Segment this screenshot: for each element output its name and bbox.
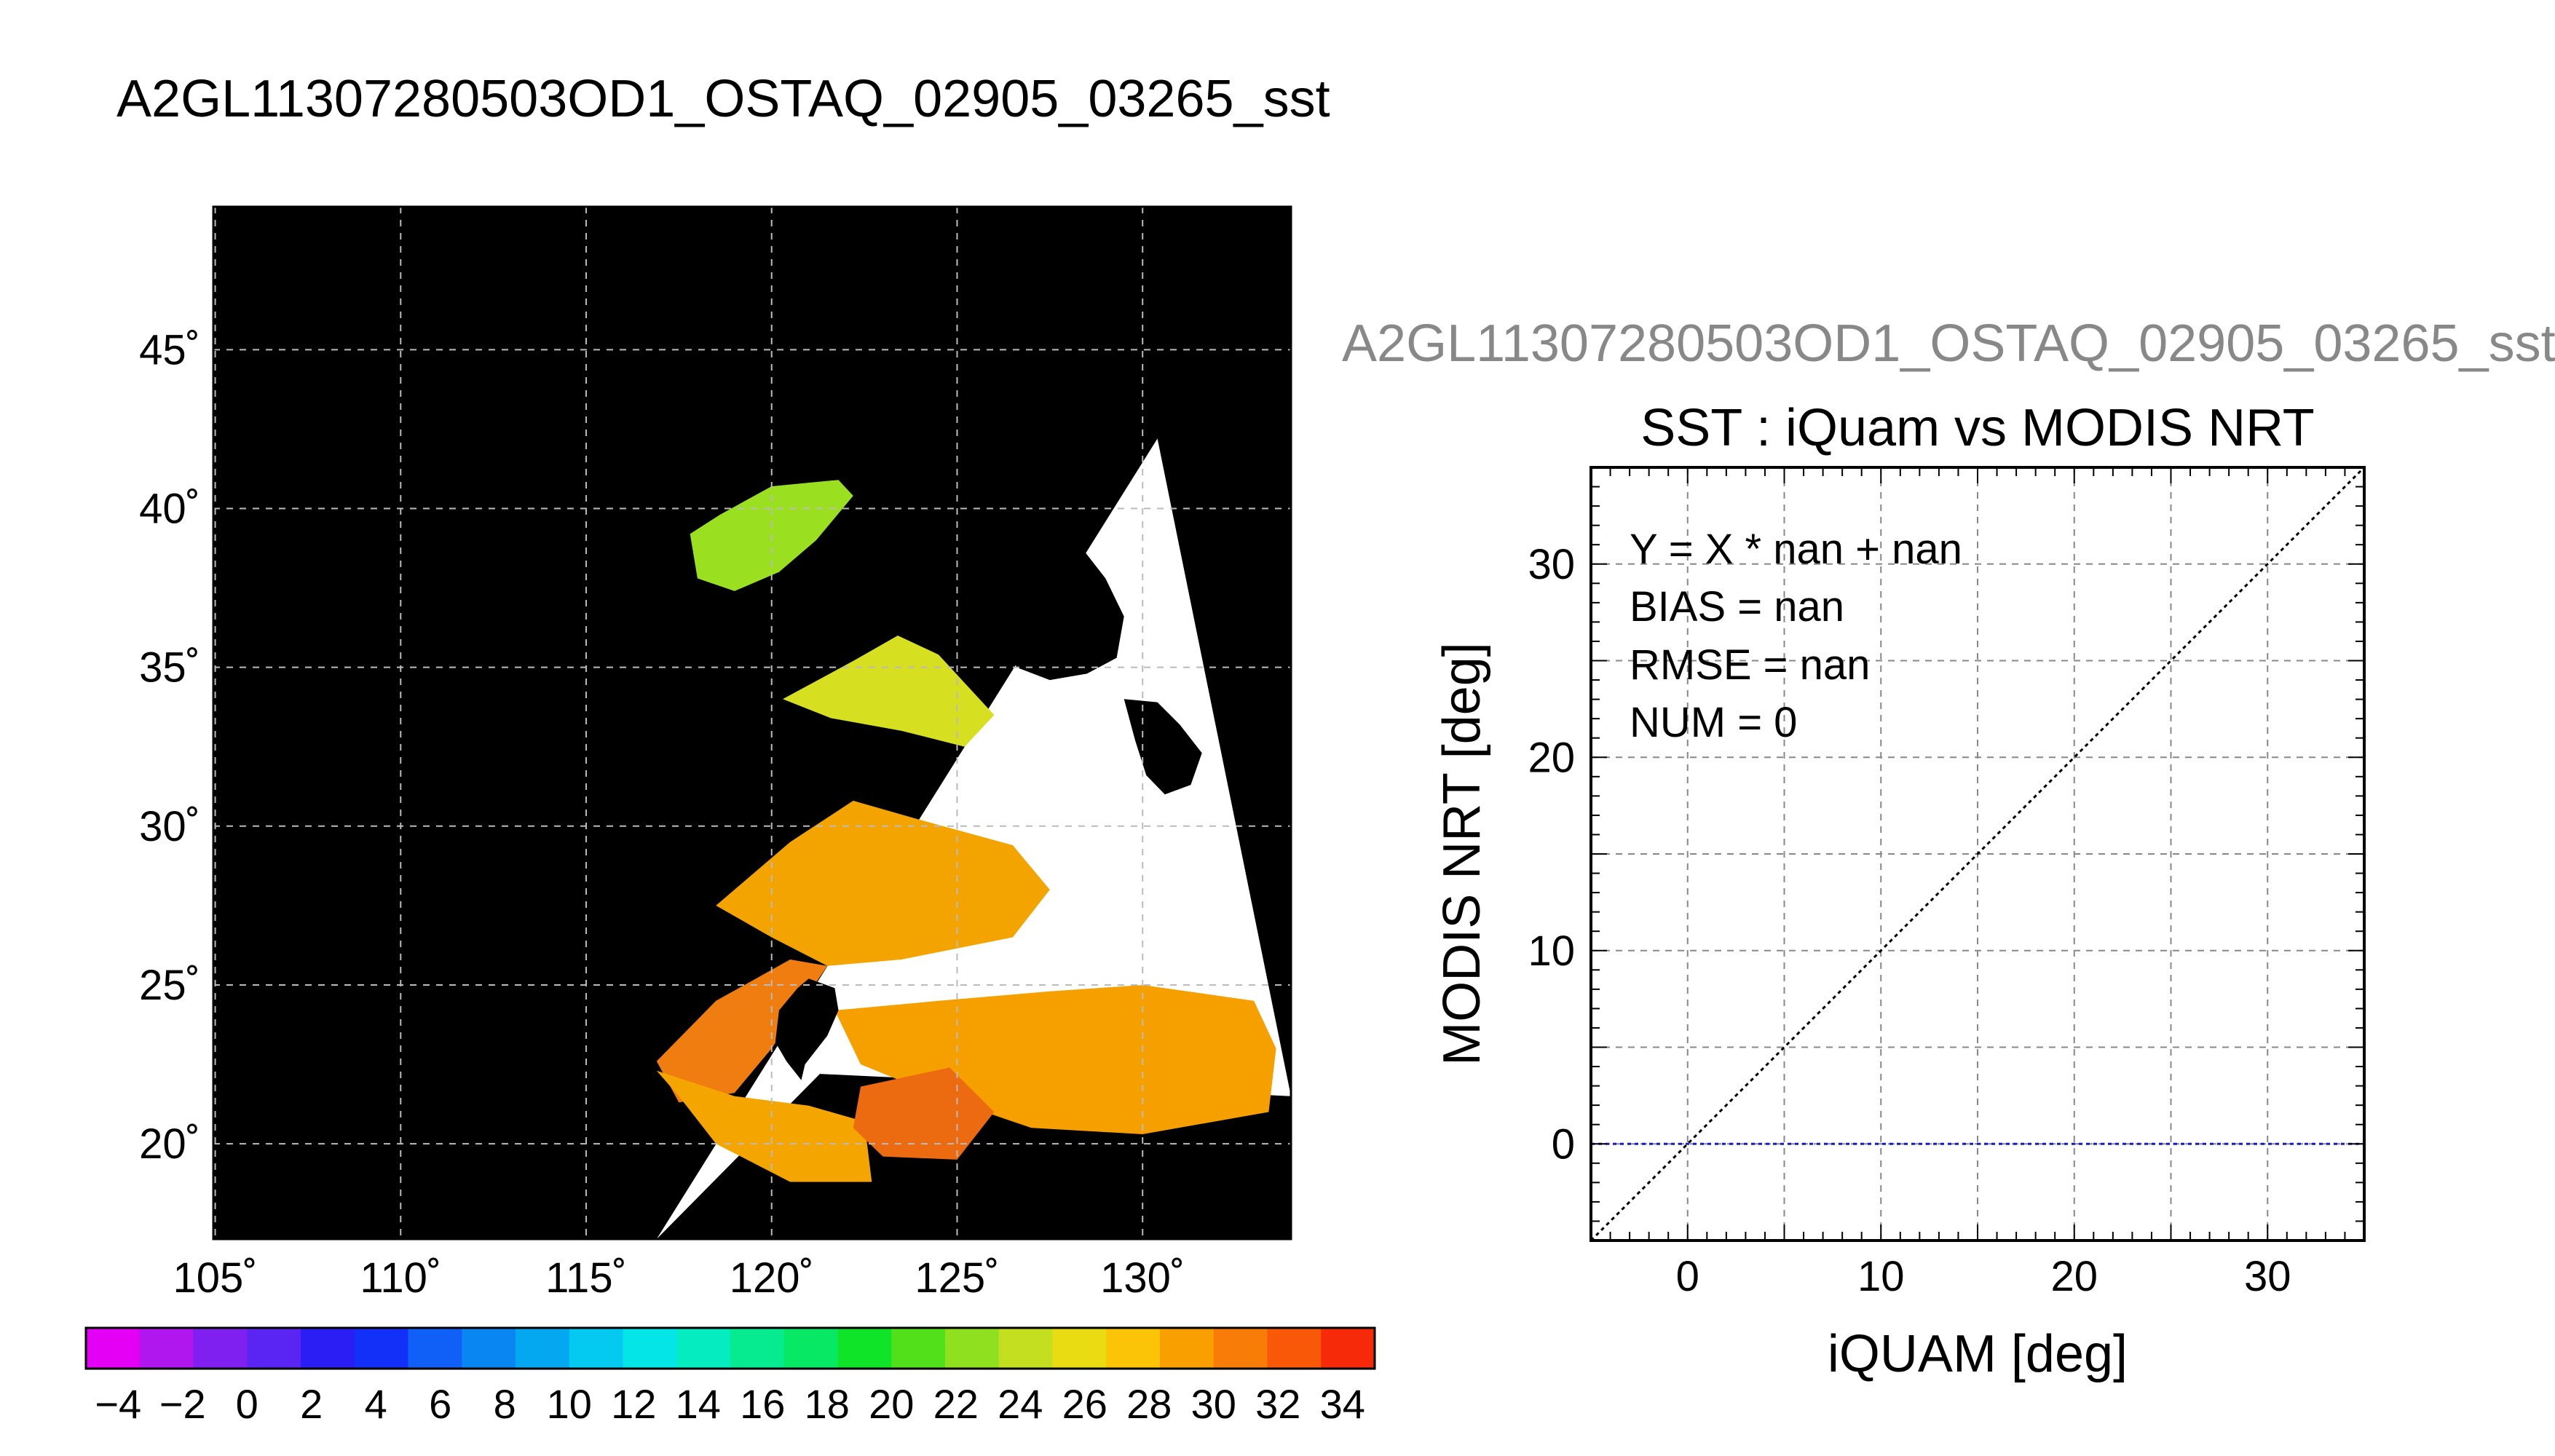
map-x-tick-label: 110˚ [360,1254,441,1302]
land-japan [1124,699,1202,795]
scatter-y-tick-label: 10 [1528,927,1575,975]
sst-map: 105˚ 110˚ 115˚ 120˚ 125˚ 130˚ 20˚ 25˚ 30˚ 35˚ 40˚… [139,205,1292,1302]
scatter-x-label: iQUAM [deg] [1828,1325,2128,1383]
colorbar-label: 24 [998,1381,1043,1427]
scatter-y-label: MODIS NRT [deg] [1433,642,1491,1066]
sst-region [656,960,828,1103]
land-layer [775,486,1202,1239]
scatter-title: SST : iQuam vs MODIS NRT [1640,399,2315,457]
colorbar-label: 10 [547,1381,592,1427]
scatter-x-tick-label: 10 [1857,1253,1905,1300]
colorbar-label: 0 [236,1381,258,1427]
map-x-tick-label: 125˚ [915,1254,999,1302]
sst-region [716,800,1050,966]
colorbar-cell [1160,1328,1215,1369]
one-to-one-line [1591,467,2364,1241]
colorbar-label: 28 [1126,1381,1172,1427]
sst-region [853,1067,995,1160]
colorbar-cell [783,1328,839,1369]
map-y-tick-label: 40˚ [139,485,200,532]
colorbar-cell [837,1328,892,1369]
colorbar-label: 18 [805,1381,850,1427]
colorbar-label: 2 [300,1381,323,1427]
map-x-tick-labels: 105˚ 110˚ 115˚ 120˚ 125˚ 130˚ [173,1254,1185,1302]
colorbar-cell [730,1328,785,1369]
colorbar-label: −2 [159,1381,206,1427]
map-x-tick-label: 105˚ [173,1254,258,1302]
colorbar-label: 16 [740,1381,785,1427]
colorbar-label: 34 [1320,1381,1365,1427]
map-y-tick-label: 45˚ [139,326,200,373]
map-y-tick-label: 20˚ [139,1120,200,1168]
land-taiwan [775,978,839,1080]
map-gridlines [213,207,1291,1239]
colorbar-label: 12 [611,1381,656,1427]
colorbar-cell [86,1328,141,1369]
colorbar-cell [193,1328,248,1369]
scatter-x-tick-label: 20 [2050,1253,2098,1300]
colorbar-cell [676,1328,731,1369]
colorbar-cell [1321,1328,1375,1369]
map-y-tick-labels: 20˚ 25˚ 30˚ 35˚ 40˚ 45˚ [139,326,200,1168]
colorbar-cell [462,1328,516,1369]
colorbar-label: 20 [869,1381,914,1427]
map-x-tick-label: 130˚ [1100,1254,1185,1302]
colorbar-cell [1267,1328,1322,1369]
scatter-x-tick-label: 30 [2244,1253,2291,1300]
scatter-y-tick-label: 20 [1528,734,1575,781]
colorbar-label: 6 [429,1381,451,1427]
scatter-x-tick-label: 0 [1676,1253,1699,1300]
colorbar: −4 −2 0 2 4 6 8 10 12 14 16 18 20 22 24 26 28 30 32 34 [84,1326,1376,1427]
colorbar-label: 4 [365,1381,387,1427]
colorbar-label: 8 [494,1381,516,1427]
land-korea [949,486,1124,681]
map-frame [212,205,1292,1241]
colorbar-label: 14 [676,1381,721,1427]
colorbar-cell [516,1328,570,1369]
bias-value: BIAS = nan [1630,583,1844,630]
colorbar-cell [247,1328,301,1369]
colorbar-labels: −4 −2 0 2 4 6 8 10 12 14 16 18 20 22 24 26 28 30 32 34 [95,1381,1365,1427]
colorbar-cell [1052,1328,1107,1369]
map-x-tick-label: 115˚ [545,1254,627,1302]
map-y-tick-label: 25˚ [139,962,200,1009]
scatter-y-tick-label: 0 [1552,1120,1575,1168]
page-title: A2GL11307280503OD1_OSTAQ_02905_03265_sst [117,70,1330,128]
land-luzon [775,1191,853,1239]
colorbar-cell [1106,1328,1161,1369]
rmse-value: RMSE = nan [1630,641,1870,689]
colorbar-label: −4 [95,1381,141,1427]
sst-region [656,1070,872,1182]
colorbar-cell [408,1328,462,1369]
colorbar-label: 32 [1255,1381,1300,1427]
colorbar-cell [891,1328,946,1369]
colorbar-label: 30 [1191,1381,1236,1427]
count-value: NUM = 0 [1630,699,1797,746]
fit-equation: Y = X * nan + nan [1630,526,1962,573]
colorbar-cell [569,1328,624,1369]
colorbar-frame [84,1326,1376,1370]
scatter-panel: A2GL11307280503OD1_OSTAQ_02905_03265_sst… [1342,314,2555,1383]
colorbar-cells [86,1328,1375,1369]
stats-annotations: Y = X * nan + nan BIAS = nan RMSE = nan … [1630,526,1962,746]
colorbar-cell [301,1328,355,1369]
colorbar-cell [139,1328,194,1369]
map-y-tick-label: 30˚ [139,803,200,850]
colorbar-cell [1213,1328,1268,1369]
colorbar-label: 22 [933,1381,979,1427]
map-y-tick-label: 35˚ [139,644,200,692]
colorbar-label: 26 [1062,1381,1107,1427]
scatter-y-tick-labels: 0 10 20 30 [1528,541,1575,1168]
colorbar-cell [945,1328,1000,1369]
map-x-tick-label: 120˚ [730,1254,814,1302]
colorbar-cell [354,1328,409,1369]
sst-region [783,636,995,747]
scatter-x-tick-labels: 0 10 20 30 [1676,1253,2291,1300]
colorbar-cell [623,1328,677,1369]
scatter-suptitle: A2GL11307280503OD1_OSTAQ_02905_03265_sst [1342,314,2555,373]
colorbar-cell [998,1328,1054,1369]
scatter-y-tick-label: 30 [1528,541,1575,588]
scatter-frame [1590,466,2366,1242]
